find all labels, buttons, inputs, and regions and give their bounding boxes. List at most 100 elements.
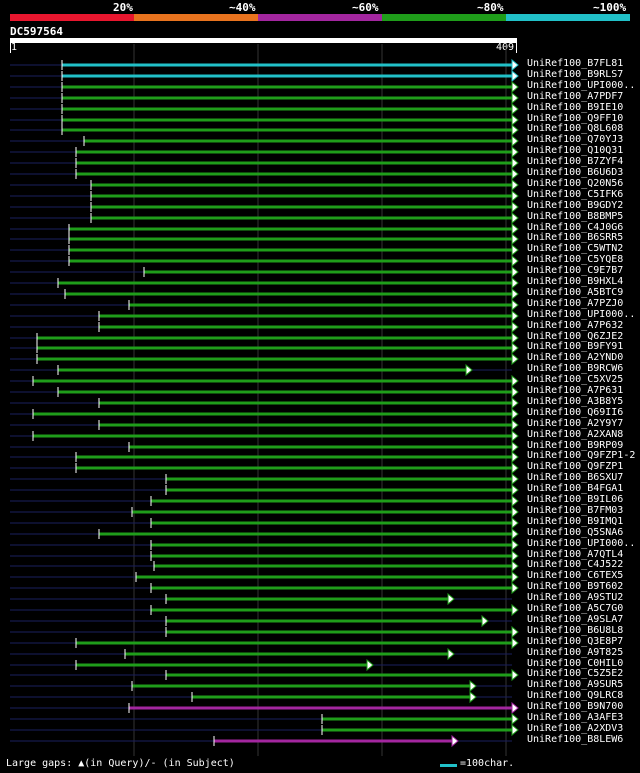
hit-label[interactable]: UniRef100_B6SXU7 xyxy=(527,472,624,483)
band-100 xyxy=(506,14,630,21)
hit-label[interactable]: UniRef100_Q20N56 xyxy=(527,178,624,189)
hit-end-arrow xyxy=(511,472,519,486)
hit-end-arrow xyxy=(511,668,519,682)
hit-label[interactable]: UniRef100_Q9FZP1-2 xyxy=(527,450,636,461)
hit-label[interactable]: UniRef100_A5C7G0 xyxy=(527,603,624,614)
hit-label[interactable]: UniRef100_B6SRR5 xyxy=(527,232,624,243)
hit-end-arrow xyxy=(511,701,519,715)
hit-label[interactable]: UniRef100_Q9LRC8 xyxy=(527,690,624,701)
hit-label[interactable]: UniRef100_UPI000.. xyxy=(527,538,636,549)
percent-label-100: ~100% xyxy=(593,1,627,14)
hit-label[interactable]: UniRef100_B9RLS7 xyxy=(527,69,624,80)
hit-end-arrow xyxy=(511,222,519,236)
hit-label[interactable]: UniRef100_Q9FZP1 xyxy=(527,461,624,472)
hit-label[interactable]: UniRef100_B9HXL4 xyxy=(527,276,624,287)
hit-label[interactable]: UniRef100_A7P631 xyxy=(527,385,624,396)
hit-end-arrow xyxy=(511,167,519,181)
hit-end-arrow xyxy=(511,309,519,323)
hit-label[interactable]: UniRef100_Q10Q31 xyxy=(527,145,624,156)
hit-label[interactable]: UniRef100_Q9FF10 xyxy=(527,113,624,124)
gaps-legend: Large gaps: ▲(in Query)/- (in Subject) xyxy=(6,758,235,769)
hit-label[interactable]: UniRef100_C5XV25 xyxy=(527,374,624,385)
hit-label[interactable]: UniRef100_Q3E8P7 xyxy=(527,636,624,647)
hit-label[interactable]: UniRef100_B9IE10 xyxy=(527,102,624,113)
hit-label[interactable]: UniRef100_B9IMQ1 xyxy=(527,516,624,527)
hit-label[interactable]: UniRef100_Q69II6 xyxy=(527,407,624,418)
scale-legend-text: =100char. xyxy=(460,758,515,769)
hit-label[interactable]: UniRef100_A2XDV3 xyxy=(527,723,624,734)
hit-label[interactable]: UniRef100_B9IL06 xyxy=(527,494,624,505)
hit-label[interactable]: UniRef100_UPI000.. xyxy=(527,80,636,91)
hit-label[interactable]: UniRef100_B4FGA1 xyxy=(527,483,624,494)
hit-label[interactable]: UniRef100_Q8L608 xyxy=(527,123,624,134)
hit-label[interactable]: UniRef100_A9T825 xyxy=(527,647,624,658)
hit-end-arrow xyxy=(511,145,519,159)
hit-end-arrow xyxy=(511,603,519,617)
hit-label[interactable]: UniRef100_B9N700 xyxy=(527,701,624,712)
hit-end-arrow xyxy=(511,429,519,443)
hit-label[interactable]: UniRef100_C0HIL0 xyxy=(527,658,624,669)
hit-end-arrow xyxy=(465,363,473,377)
hit-label[interactable]: UniRef100_A7PDF7 xyxy=(527,91,624,102)
scale-legend-bar xyxy=(440,764,457,767)
hit-label[interactable]: UniRef100_A7P632 xyxy=(527,320,624,331)
hit-label[interactable]: UniRef100_B6U8L8 xyxy=(527,625,624,636)
hit-end-arrow xyxy=(451,734,459,748)
hit-label[interactable]: UniRef100_B9T602 xyxy=(527,581,624,592)
hit-end-arrow xyxy=(511,200,519,214)
hit-end-arrow xyxy=(511,494,519,508)
hit-label[interactable]: UniRef100_A5BTC9 xyxy=(527,287,624,298)
query-start: 1 xyxy=(11,42,18,53)
hit-label[interactable]: UniRef100_A3B8Y5 xyxy=(527,396,624,407)
hit-label[interactable]: UniRef100_B7FL81 xyxy=(527,58,624,69)
hit-label[interactable]: UniRef100_B7ZYF4 xyxy=(527,156,624,167)
hit-label[interactable]: UniRef100_A9STU2 xyxy=(527,592,624,603)
hit-label[interactable]: UniRef100_C5Z5E2 xyxy=(527,668,624,679)
hit-end-arrow xyxy=(447,592,455,606)
band-80 xyxy=(382,14,506,21)
hit-label[interactable]: UniRef100_C5IFK6 xyxy=(527,189,624,200)
hit-label[interactable]: UniRef100_UPI000.. xyxy=(527,309,636,320)
hit-end-arrow xyxy=(511,69,519,83)
hit-label[interactable]: UniRef100_B9GDY2 xyxy=(527,200,624,211)
hit-end-arrow xyxy=(511,189,519,203)
hit-label[interactable]: UniRef100_B9RP09 xyxy=(527,440,624,451)
hit-label[interactable]: UniRef100_B9FY91 xyxy=(527,341,624,352)
hit-label[interactable]: UniRef100_C4J522 xyxy=(527,559,624,570)
hit-label[interactable]: UniRef100_A9SUR5 xyxy=(527,679,624,690)
hit-label[interactable]: UniRef100_B7FM03 xyxy=(527,505,624,516)
hit-end-arrow xyxy=(511,243,519,257)
hit-end-arrow xyxy=(511,538,519,552)
hit-label[interactable]: UniRef100_C5WTN2 xyxy=(527,243,624,254)
hit-label[interactable]: UniRef100_A3AFE3 xyxy=(527,712,624,723)
hit-label[interactable]: UniRef100_B8BMP5 xyxy=(527,211,624,222)
hit-label[interactable]: UniRef100_C9E7B7 xyxy=(527,265,624,276)
hit-label[interactable]: UniRef100_C4J0G6 xyxy=(527,222,624,233)
hit-label[interactable]: UniRef100_B6U6D3 xyxy=(527,167,624,178)
hit-label[interactable]: UniRef100_Q6ZJE2 xyxy=(527,331,624,342)
hit-end-arrow xyxy=(511,385,519,399)
hit-label[interactable]: UniRef100_A2XAN8 xyxy=(527,429,624,440)
hit-label[interactable]: UniRef100_C6TEX5 xyxy=(527,570,624,581)
hit-end-arrow xyxy=(511,549,519,563)
hit-end-arrow xyxy=(511,91,519,105)
hit-end-arrow xyxy=(511,156,519,170)
hit-end-arrow xyxy=(511,712,519,726)
hit-label[interactable]: UniRef100_A7QTL4 xyxy=(527,549,624,560)
hit-end-arrow xyxy=(511,418,519,432)
hit-label[interactable]: UniRef100_A7PZJ0 xyxy=(527,298,624,309)
hit-label[interactable]: UniRef100_Q70YJ3 xyxy=(527,134,624,145)
hit-label[interactable]: UniRef100_B8LEW6 xyxy=(527,734,624,745)
hit-end-arrow xyxy=(511,374,519,388)
hit-label[interactable]: UniRef100_A2YND0 xyxy=(527,352,624,363)
hit-label[interactable]: UniRef100_Q5SNA6 xyxy=(527,527,624,538)
hit-label[interactable]: UniRef100_A2Y9Y7 xyxy=(527,418,624,429)
band-20 xyxy=(10,14,134,21)
hit-label[interactable]: UniRef100_C5YQE8 xyxy=(527,254,624,265)
hit-end-arrow xyxy=(511,287,519,301)
identity-color-scale xyxy=(10,14,630,21)
hit-label[interactable]: UniRef100_A9SLA7 xyxy=(527,614,624,625)
hit-label[interactable]: UniRef100_B9RCW6 xyxy=(527,363,624,374)
hit-end-arrow xyxy=(511,123,519,137)
